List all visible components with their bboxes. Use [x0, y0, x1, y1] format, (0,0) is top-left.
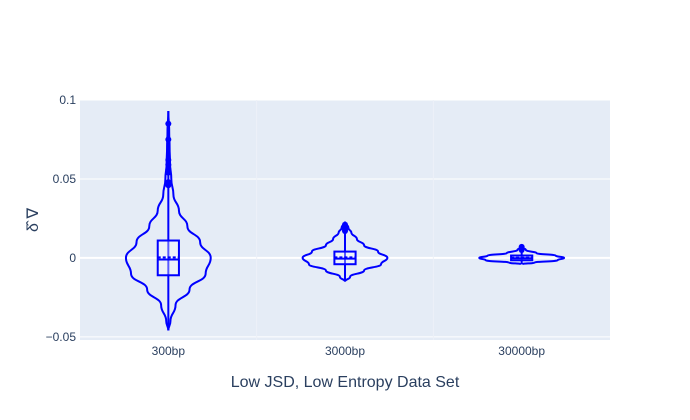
x-tick-label: 300bp — [152, 344, 186, 358]
y-tick-label: 0.05 — [53, 172, 77, 186]
violins — [124, 110, 566, 331]
violin-group — [124, 110, 212, 331]
y-tick-label: 0 — [69, 251, 76, 265]
outlier-point — [165, 161, 172, 168]
x-tick-label: 3000bp — [325, 344, 365, 358]
y-axis-title: δ̂ ∇ — [25, 208, 42, 232]
x-tick-label: 30000bp — [498, 344, 545, 358]
outlier-point — [342, 228, 348, 235]
outlier-point — [518, 247, 525, 253]
outlier-point — [165, 182, 172, 189]
outlier-point — [165, 157, 172, 163]
y-axis-ticks: 0.1 0.05 0 −0.05 — [46, 93, 77, 344]
x-axis-ticks: 300bp 3000bp 30000bp — [152, 344, 546, 358]
outlier-point — [165, 169, 172, 176]
violin-outline — [301, 220, 389, 282]
outlier-point — [165, 136, 172, 143]
violin-group — [478, 243, 566, 266]
x-axis-title: Low JSD, Low Entropy Data Set — [231, 374, 460, 391]
violin-group — [301, 220, 389, 282]
plot-background — [80, 100, 610, 340]
y-tick-label: −0.05 — [46, 330, 77, 344]
violin-outline — [124, 110, 212, 331]
y-tick-label: 0.1 — [59, 93, 76, 107]
outlier-point — [165, 120, 172, 127]
